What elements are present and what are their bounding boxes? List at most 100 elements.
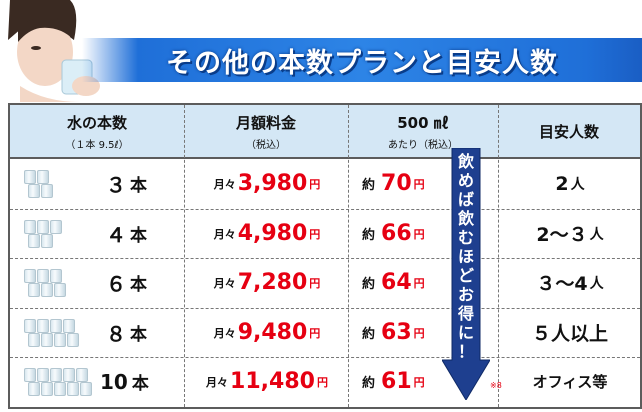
per-unit: 円	[413, 375, 425, 389]
water-bottle-icon	[28, 382, 40, 396]
water-bottle-icon	[63, 319, 75, 333]
footnote-mark: ※8	[490, 381, 502, 390]
water-bottle-icon	[37, 170, 49, 184]
water-bottle-icon	[24, 170, 36, 184]
per-prefix: 約	[362, 277, 376, 292]
header-per: 500 ㎖ あたり（税込）	[348, 105, 498, 157]
fee-prefix: 月々	[213, 276, 236, 290]
fee-unit: 円	[309, 276, 321, 290]
water-bottle-icon	[41, 333, 53, 347]
bottle-count-unit: 本	[131, 374, 149, 394]
arrow-text-char: 得	[457, 304, 474, 323]
header-per-label: 500 ㎖	[397, 113, 449, 132]
people-unit: 人	[589, 275, 604, 292]
row-divider	[10, 258, 640, 259]
header-people-label: 目安人数	[538, 122, 599, 141]
water-bottle-icon	[24, 319, 36, 333]
water-bottle-icon	[24, 368, 36, 382]
arrow-text-char: む	[457, 228, 474, 247]
people-estimate: ３〜4 人	[500, 258, 640, 307]
bottle-count-unit: 本	[130, 176, 147, 196]
per-value: 66	[381, 221, 412, 246]
column-divider	[498, 105, 499, 407]
fee-unit: 円	[309, 177, 321, 191]
per-value: 61	[381, 369, 412, 394]
column-divider	[184, 105, 185, 407]
water-bottle-icon	[50, 319, 62, 333]
per-unit: 円	[413, 326, 425, 340]
monthly-fee: 月々 3,980 円	[186, 159, 348, 208]
water-bottle-icon	[24, 269, 36, 283]
arrow-text-char: ど	[457, 266, 474, 285]
table-header: 水の本数 （１本 9.5ℓ） 月額料金 （税込） 500 ㎖ あたり（税込） 目…	[10, 105, 640, 159]
fee-value: 7,280	[237, 270, 308, 295]
title-banner: その他の本数プランと目安人数	[82, 38, 642, 82]
arrow-text-char: 飲	[457, 209, 474, 228]
people-unit: 人	[570, 176, 585, 193]
arrow-text-char: ほ	[457, 247, 474, 266]
per-unit: 円	[413, 177, 425, 191]
water-bottle-icon	[41, 283, 53, 297]
water-bottles-image	[24, 168, 54, 200]
per-prefix: 約	[362, 376, 376, 391]
water-bottle-icon	[37, 368, 49, 382]
fee-prefix: 月々	[213, 326, 236, 340]
price-per-500ml: 約 63 円	[350, 308, 480, 357]
table-row: ４ 本月々 4,980 円約 66 円 2〜３ 人	[10, 209, 640, 258]
bottle-count-value: ６	[106, 272, 126, 296]
arrow-text-char: お	[457, 285, 474, 304]
arrow-text-char: ！	[457, 342, 474, 361]
water-bottle-icon	[63, 368, 75, 382]
water-bottle-icon	[76, 368, 88, 382]
price-per-500ml: 約 61 円	[350, 357, 480, 406]
water-bottle-icon	[24, 220, 36, 234]
down-arrow-icon	[441, 147, 491, 401]
water-bottles-image	[24, 218, 67, 250]
price-per-500ml: 約 64 円	[350, 258, 480, 307]
per-prefix: 約	[362, 327, 376, 342]
water-bottle-icon	[41, 234, 53, 248]
water-bottles-image	[24, 317, 80, 349]
people-estimate: 2〜３ 人	[500, 209, 640, 258]
header-water-sub: （１本 9.5ℓ）	[65, 139, 129, 151]
bottle-count-value: 10	[100, 369, 128, 394]
water-bottle-icon	[50, 220, 62, 234]
water-bottle-icon	[28, 333, 40, 347]
water-bottle-icon	[54, 283, 66, 297]
header-fee-label: 月額料金	[235, 113, 296, 132]
table-row: 10 本月々 11,480 円約 61 円オフィス等	[10, 357, 640, 406]
monthly-fee: 月々 9,480 円	[186, 308, 348, 357]
page-title: その他の本数プランと目安人数	[166, 47, 558, 79]
per-prefix: 約	[362, 178, 376, 193]
header-fee: 月額料金 （税込）	[184, 105, 348, 157]
bottle-count-value: ４	[106, 223, 126, 247]
title-banner-area: その他の本数プランと目安人数	[0, 0, 642, 102]
bottle-count-unit: 本	[130, 275, 147, 295]
monthly-fee: 月々 7,280 円	[186, 258, 348, 307]
plan-table: 水の本数 （１本 9.5ℓ） 月額料金 （税込） 500 ㎖ あたり（税込） 目…	[8, 103, 642, 409]
people-value: 2	[555, 172, 569, 195]
arrow-text-char: め	[457, 171, 474, 190]
fee-prefix: 月々	[213, 177, 236, 191]
water-bottle-icon	[37, 220, 49, 234]
water-bottles-image	[24, 267, 67, 299]
fee-prefix: 月々	[213, 227, 236, 241]
water-bottle-icon	[37, 269, 49, 283]
people-value: ３〜4	[536, 273, 588, 295]
bottle-count: 10 本	[100, 357, 149, 406]
header-water-label: 水の本数	[66, 113, 127, 132]
arrow-text-char: ば	[457, 190, 474, 209]
fee-value: 3,980	[237, 171, 308, 196]
per-value: 64	[381, 270, 412, 295]
fee-value: 9,480	[237, 320, 308, 345]
fee-value: 11,480	[230, 369, 315, 394]
column-divider	[348, 105, 349, 407]
water-bottle-icon	[28, 234, 40, 248]
water-bottle-icon	[80, 382, 92, 396]
water-bottle-icon	[28, 184, 40, 198]
people-estimate: ５人以上	[500, 308, 640, 357]
people-estimate: オフィス等	[500, 357, 640, 406]
header-people: 目安人数	[498, 105, 640, 157]
